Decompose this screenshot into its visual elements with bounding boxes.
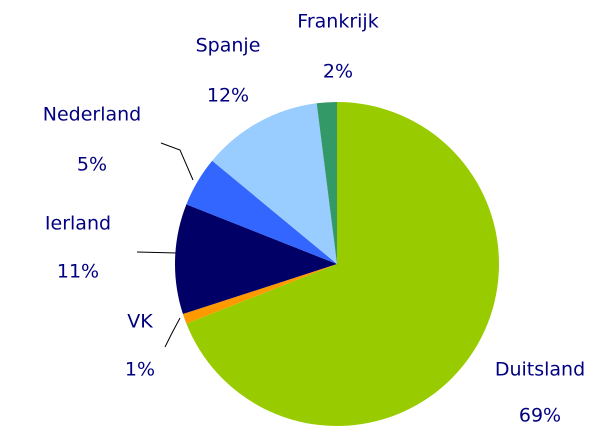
leader-line: [136, 251, 178, 254]
category-label: VK: [127, 311, 153, 333]
leader-line: [160, 142, 194, 181]
pie-slice: [186, 160, 337, 264]
category-label: Duitsland: [495, 359, 585, 381]
value-label: 5%: [77, 154, 107, 176]
pie-slice: [316, 102, 337, 264]
value-label: 2%: [323, 61, 353, 83]
pie-slice: [175, 204, 337, 315]
category-label: Ierland: [45, 213, 111, 235]
category-label: Spanje: [196, 35, 261, 57]
value-label: 1%: [125, 359, 155, 381]
value-label: 12%: [207, 85, 249, 107]
value-label: 11%: [57, 261, 99, 283]
category-label: Frankrijk: [297, 11, 378, 33]
category-label: Nederland: [43, 104, 142, 126]
pie-slice: [186, 102, 499, 426]
pie-slice: [182, 264, 337, 324]
pie-slice: [212, 103, 337, 264]
value-label: 69%: [519, 405, 561, 427]
leader-line: [164, 317, 181, 348]
